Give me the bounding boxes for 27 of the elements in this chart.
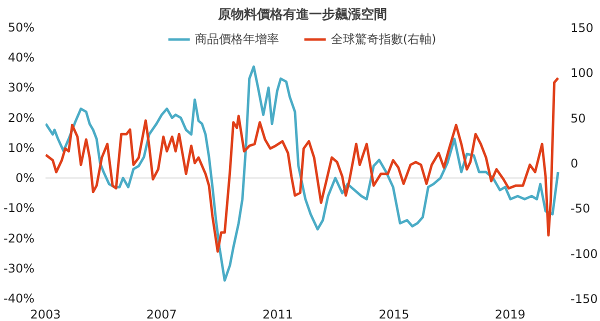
legend-label: 全球驚奇指數(右軸) bbox=[330, 30, 436, 48]
y2-tick-label: 150 bbox=[570, 21, 594, 35]
x-tick-label: 2007 bbox=[146, 308, 177, 321]
y2-tick-label: -150 bbox=[570, 292, 598, 306]
legend-label: 商品價格年增率 bbox=[194, 30, 279, 48]
y-tick-label: 20% bbox=[8, 110, 34, 125]
x-tick-label: 2015 bbox=[378, 308, 410, 321]
x-tick-label: 2003 bbox=[30, 308, 61, 321]
y-tick-label: -30% bbox=[4, 261, 35, 276]
y-tick-label: 50% bbox=[8, 20, 34, 34]
y-tick-label: -10% bbox=[4, 201, 35, 216]
y2-tick-label: 50 bbox=[570, 111, 586, 126]
y-tick-label: 0% bbox=[15, 171, 35, 186]
y-tick-label: -40% bbox=[4, 292, 35, 306]
y-tick-label: 10% bbox=[8, 140, 34, 155]
line-series bbox=[46, 65, 560, 282]
y2-tick-label: 0 bbox=[570, 156, 578, 170]
y2-tick-label: -50 bbox=[570, 202, 590, 216]
y-tick-label: -20% bbox=[4, 231, 35, 246]
x-tick-label: 2011 bbox=[262, 308, 294, 321]
y-tick-label: 30% bbox=[8, 80, 34, 95]
x-tick-label: 2019 bbox=[494, 308, 526, 321]
y2-tick-label: 100 bbox=[570, 66, 594, 80]
y2-tick-label: -100 bbox=[570, 246, 598, 261]
chart-title: 原物料價格有進一步飆漲空間 bbox=[217, 6, 387, 22]
y-tick-label: 40% bbox=[8, 50, 34, 65]
line-series bbox=[46, 76, 560, 253]
